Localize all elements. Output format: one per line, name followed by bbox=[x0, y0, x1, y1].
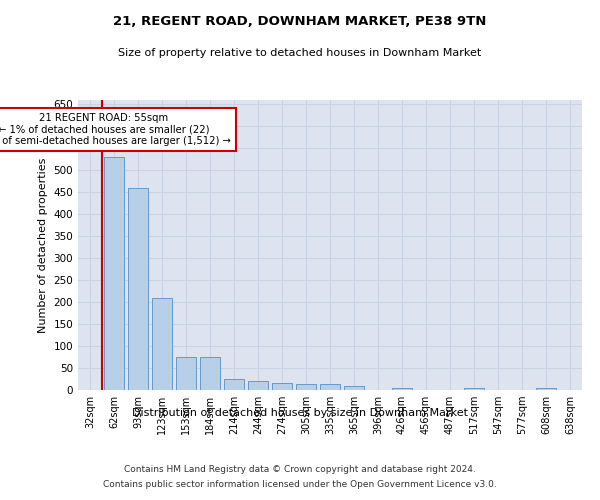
Text: Distribution of detached houses by size in Downham Market: Distribution of detached houses by size … bbox=[132, 408, 468, 418]
Bar bbox=[464, 388, 484, 390]
Bar bbox=[128, 188, 148, 390]
Y-axis label: Number of detached properties: Number of detached properties bbox=[38, 158, 48, 332]
Bar bbox=[200, 357, 220, 390]
Bar bbox=[536, 388, 556, 390]
Bar bbox=[392, 388, 412, 390]
Bar bbox=[344, 386, 364, 390]
Text: 21 REGENT ROAD: 55sqm
← 1% of detached houses are smaller (22)
99% of semi-detac: 21 REGENT ROAD: 55sqm ← 1% of detached h… bbox=[0, 113, 231, 146]
Text: Size of property relative to detached houses in Downham Market: Size of property relative to detached ho… bbox=[118, 48, 482, 58]
Bar bbox=[248, 381, 268, 390]
Text: Contains HM Land Registry data © Crown copyright and database right 2024.: Contains HM Land Registry data © Crown c… bbox=[124, 465, 476, 474]
Bar bbox=[224, 379, 244, 390]
Bar bbox=[152, 298, 172, 390]
Bar bbox=[176, 357, 196, 390]
Bar bbox=[104, 157, 124, 390]
Bar bbox=[296, 384, 316, 390]
Text: 21, REGENT ROAD, DOWNHAM MARKET, PE38 9TN: 21, REGENT ROAD, DOWNHAM MARKET, PE38 9T… bbox=[113, 15, 487, 28]
Text: Contains public sector information licensed under the Open Government Licence v3: Contains public sector information licen… bbox=[103, 480, 497, 489]
Bar bbox=[320, 384, 340, 390]
Bar bbox=[272, 384, 292, 390]
